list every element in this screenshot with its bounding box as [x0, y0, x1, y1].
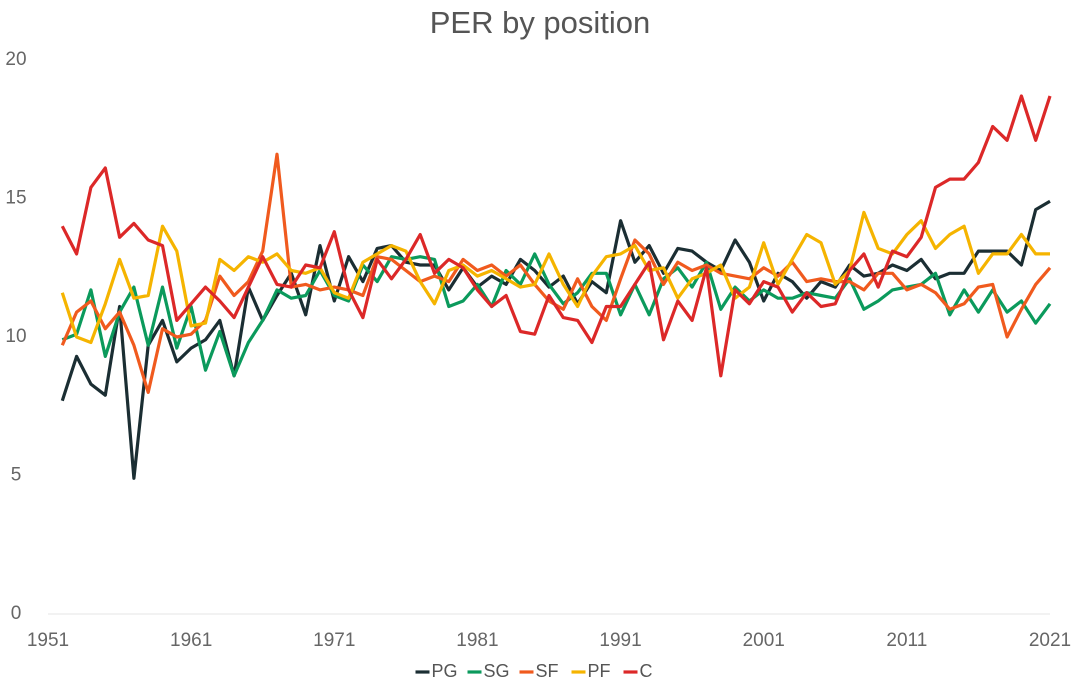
series-line [60, 210, 1050, 345]
y-tick-label: 5 [11, 465, 22, 486]
x-tick-label: 2001 [743, 630, 785, 651]
legend-label: C [640, 661, 653, 681]
chart-title: PER by position [430, 5, 651, 40]
x-tick-label: 1951 [27, 630, 69, 651]
y-tick-label: 20 [5, 49, 26, 70]
x-tick-label: 1961 [170, 630, 212, 651]
legend-label: SG [484, 661, 510, 681]
x-tick-label: 1991 [599, 630, 641, 651]
legend-label: PG [432, 661, 458, 681]
y-tick-label: 0 [11, 603, 22, 624]
y-tick-label: 10 [5, 326, 26, 347]
legend-label: SF [536, 661, 559, 681]
x-tick-label: 1981 [456, 630, 498, 651]
series-line [61, 252, 1052, 378]
legend-label: PF [588, 661, 611, 681]
y-tick-label: 15 [5, 188, 26, 209]
x-tick-label: 2011 [886, 630, 927, 651]
x-tick-label: 1971 [313, 630, 355, 651]
x-tick-label: 2021 [1029, 630, 1071, 651]
series-line [60, 94, 1052, 378]
